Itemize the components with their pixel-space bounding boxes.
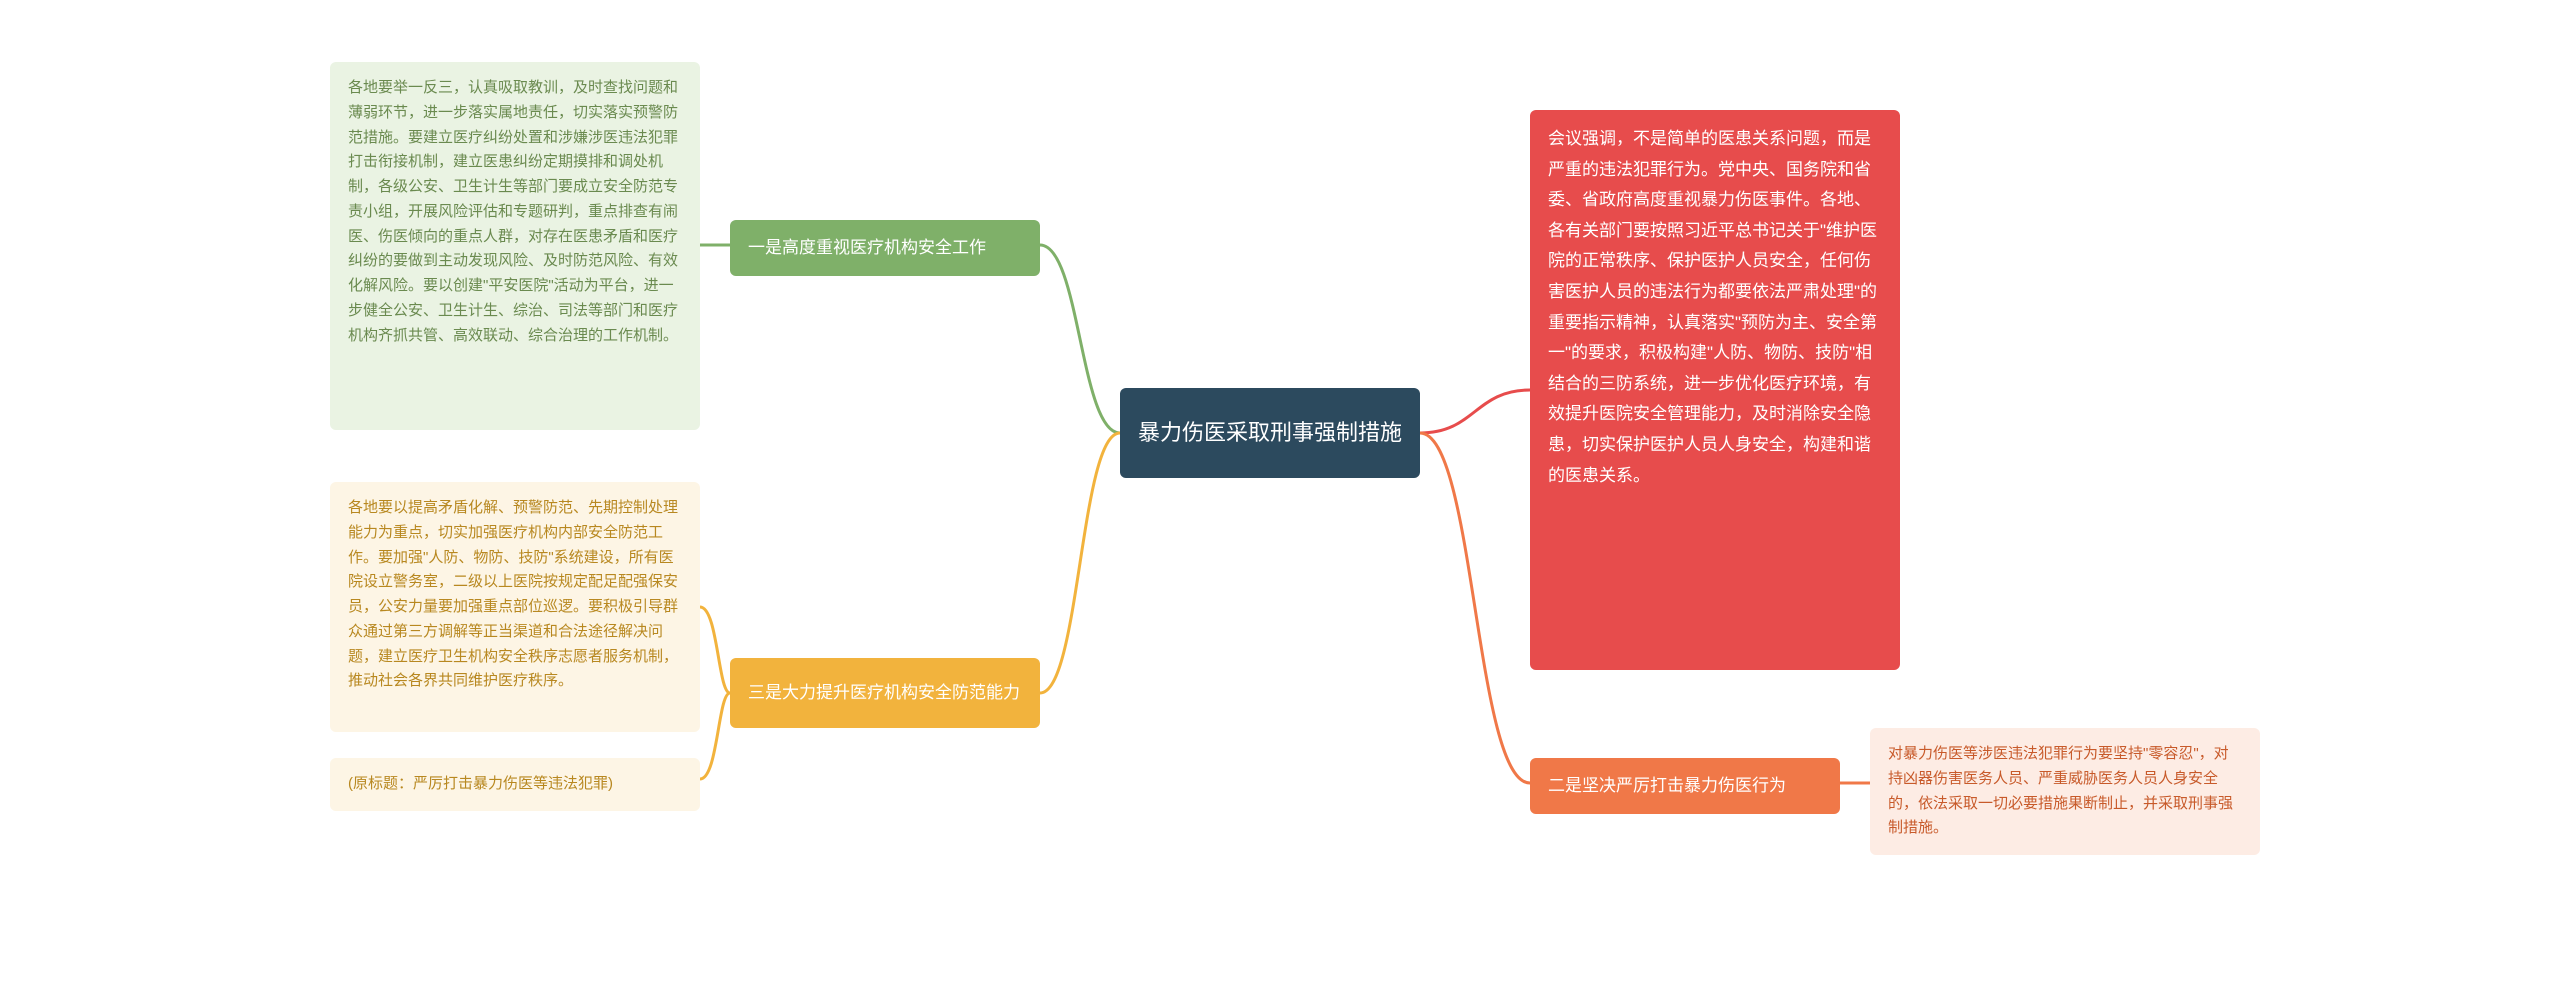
branch-2-leaf-1-text: 对暴力伤医等涉医违法犯罪行为要坚持"零容忍"，对持凶器伤害医务人员、严重威胁医务… (1888, 745, 2233, 836)
branch-3-leaf-1: 各地要以提高矛盾化解、预警防范、先期控制处理能力为重点，切实加强医疗机构内部安全… (330, 482, 700, 732)
branch-3-leaf-2-text: (原标题：严厉打击暴力伤医等违法犯罪) (348, 775, 613, 792)
branch-1-leaf-1-text: 各地要举一反三，认真吸取教训，及时查找问题和薄弱环节，进一步落实属地责任，切实落… (348, 79, 678, 344)
branch-2: 二是坚决严厉打击暴力伤医行为 (1530, 758, 1840, 814)
branch-3: 三是大力提升医疗机构安全防范能力 (730, 658, 1040, 728)
branch-3-label: 三是大力提升医疗机构安全防范能力 (748, 679, 1020, 707)
branch-1-leaf-1: 各地要举一反三，认真吸取教训，及时查找问题和薄弱环节，进一步落实属地责任，切实落… (330, 62, 700, 430)
branch-2-label: 二是坚决严厉打击暴力伤医行为 (1548, 772, 1786, 800)
center-node-label: 暴力伤医采取刑事强制措施 (1138, 415, 1402, 451)
branch-1-label: 一是高度重视医疗机构安全工作 (748, 234, 986, 262)
branch-3-leaf-1-text: 各地要以提高矛盾化解、预警防范、先期控制处理能力为重点，切实加强医疗机构内部安全… (348, 499, 678, 689)
center-node: 暴力伤医采取刑事强制措施 (1120, 388, 1420, 478)
emphasis-box: 会议强调，不是简单的医患关系问题，而是严重的违法犯罪行为。党中央、国务院和省委、… (1530, 110, 1900, 670)
branch-3-leaf-2: (原标题：严厉打击暴力伤医等违法犯罪) (330, 758, 700, 811)
branch-1: 一是高度重视医疗机构安全工作 (730, 220, 1040, 276)
emphasis-box-text: 会议强调，不是简单的医患关系问题，而是严重的违法犯罪行为。党中央、国务院和省委、… (1548, 129, 1877, 485)
branch-2-leaf-1: 对暴力伤医等涉医违法犯罪行为要坚持"零容忍"，对持凶器伤害医务人员、严重威胁医务… (1870, 728, 2260, 855)
